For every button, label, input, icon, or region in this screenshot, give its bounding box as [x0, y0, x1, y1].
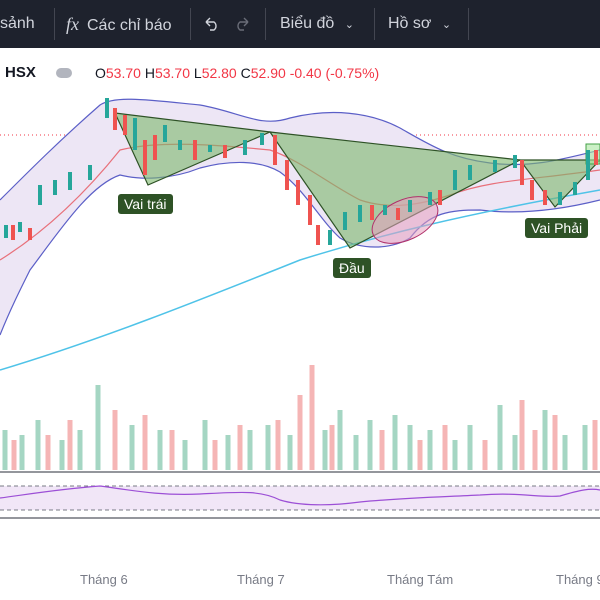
down-volume — [11, 365, 598, 470]
pattern-label: Đầu — [333, 258, 371, 278]
time-axis-label: Tháng 7 — [237, 572, 285, 587]
pattern-label: Vai trái — [118, 194, 173, 214]
close-value: 52.90 — [250, 65, 286, 81]
time-axis-label: Tháng 9 — [556, 572, 600, 587]
low-label: L — [193, 65, 202, 81]
indicators-label: Các chỉ báo — [87, 17, 172, 34]
separator — [468, 8, 469, 40]
toolbar: sảnh fx Các chỉ báo Biểu đồ ⌄ Hồ sơ ⌄ — [0, 0, 600, 48]
menu-item[interactable]: sảnh — [0, 15, 35, 32]
close-label: C — [240, 65, 251, 81]
legend: HSX O53.70 H53.70 L52.80 C52.90 -0.40 (-… — [0, 62, 600, 84]
high-label: H — [144, 65, 155, 81]
visibility-toggle[interactable] — [56, 68, 72, 78]
undo-redo[interactable] — [202, 16, 252, 32]
long-moving-average — [0, 189, 600, 371]
change-percent: (-0.75%) — [325, 65, 380, 81]
fx-icon: fx — [66, 14, 79, 34]
profile-menu[interactable]: Hồ sơ ⌄ — [388, 15, 452, 32]
highlight-ellipse — [371, 196, 439, 244]
time-axis-label: Tháng 6 — [80, 572, 128, 587]
bollinger-lower — [0, 161, 600, 336]
separator — [54, 8, 55, 40]
right-shoulder-triangle — [518, 159, 600, 208]
indicators-button[interactable]: fx Các chỉ báo — [66, 0, 172, 48]
up-volume — [2, 385, 588, 470]
down-candles — [11, 108, 598, 245]
separator — [190, 8, 191, 40]
open-label: O — [95, 65, 106, 81]
separator — [265, 8, 266, 40]
low-value: 52.80 — [201, 65, 237, 81]
open-value: 53.70 — [105, 65, 141, 81]
symbol: HSX — [5, 64, 36, 81]
bollinger-fill — [0, 99, 600, 335]
oscillator-band — [0, 486, 600, 510]
pattern-label: Vai Phải — [525, 218, 589, 238]
chart-menu[interactable]: Biểu đồ ⌄ — [280, 15, 354, 32]
profile-menu-label: Hồ sơ — [388, 15, 432, 32]
left-shoulder-triangle — [114, 112, 273, 186]
up-candles — [4, 98, 590, 245]
separator — [374, 8, 375, 40]
chart-menu-label: Biểu đồ — [280, 15, 335, 32]
high-value: 53.70 — [154, 65, 190, 81]
ohlc: O53.70 H53.70 L52.80 C52.90 -0.40 (-0.75… — [95, 62, 379, 84]
change: -0.40 — [289, 65, 322, 81]
oscillator-line — [0, 485, 600, 506]
time-axis-label: Tháng Tám — [387, 572, 454, 587]
